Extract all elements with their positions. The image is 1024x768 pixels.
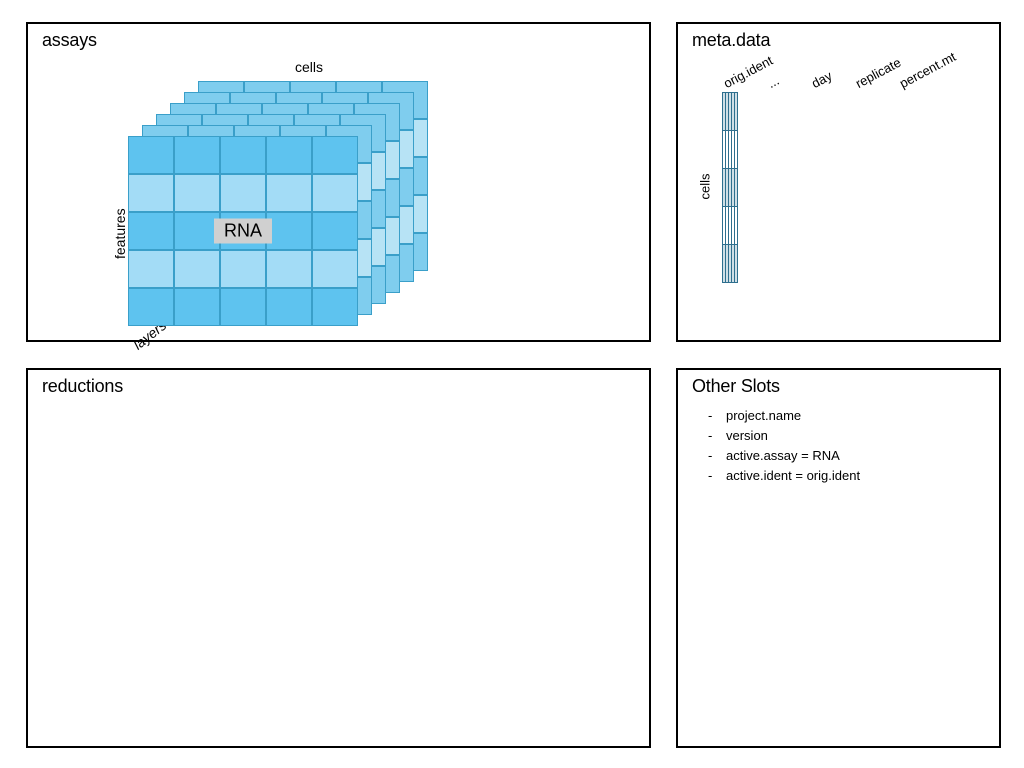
assay-name-badge: RNA [214,219,272,244]
metadata-row-axis-label: cells [698,173,713,199]
reductions-title: reductions [42,376,123,397]
axis-label-cells: cells [295,59,323,75]
metadata-grid [722,92,738,283]
metadata-col-label: day [809,68,835,91]
other-slots-panel: Other Slots project.nameversionactive.as… [676,368,1001,748]
other-slot-item: active.assay = RNA [708,446,860,466]
other-slot-item: active.ident = orig.ident [708,466,860,486]
other-slot-item: version [708,426,860,446]
metadata-col-label: percent.mt [897,49,958,91]
other-slot-item: project.name [708,406,860,426]
metadata-title: meta.data [692,30,770,51]
assays-title: assays [42,30,97,51]
metadata-col-label: replicate [853,55,903,91]
metadata-panel: meta.data orig.ident... day replicateperce… [676,22,1001,342]
other-slots-title: Other Slots [692,376,780,397]
diagram-canvas: assays RNAcellsfeatureslayers meta.data … [0,0,1024,768]
axis-label-features: features [112,208,128,259]
reductions-panel: reductions [26,368,651,748]
assays-cube: RNAcellsfeatureslayers [98,76,428,326]
assays-panel: assays RNAcellsfeatureslayers [26,22,651,342]
metadata-col-label: ... [765,73,782,91]
metadata-col-label: orig.ident [721,53,775,91]
assays-layer-front: RNA [128,136,358,326]
other-slots-list: project.nameversionactive.assay = RNAact… [708,406,860,487]
